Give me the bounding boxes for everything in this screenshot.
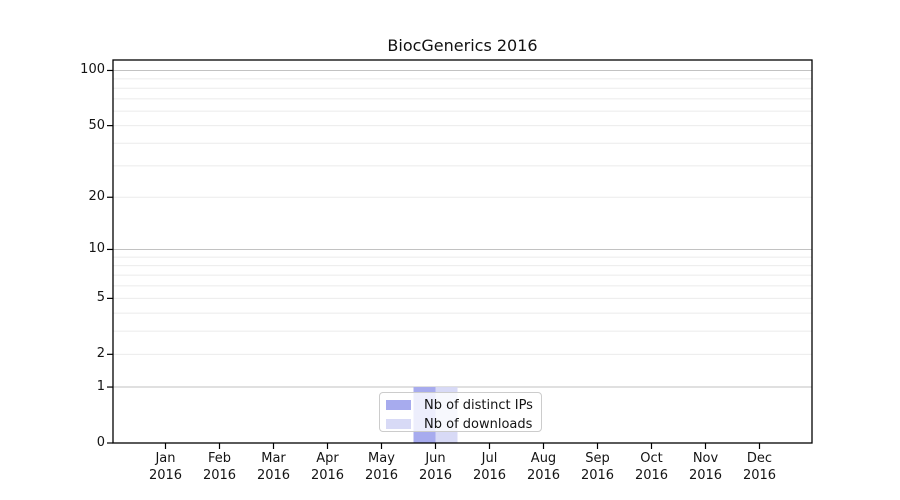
x-tick-label: Oct 2016 bbox=[620, 450, 684, 484]
legend-label-downloads: Nb of downloads bbox=[424, 416, 533, 432]
x-tick-label: Jun 2016 bbox=[404, 450, 468, 484]
x-tick-label: Jan 2016 bbox=[134, 450, 198, 484]
x-tick-year: 2016 bbox=[742, 468, 777, 483]
legend-swatch-distinct-ips bbox=[386, 400, 411, 410]
y-tick-label: 5 bbox=[96, 290, 105, 306]
y-tick-label: 100 bbox=[80, 62, 105, 78]
x-tick-month: Jul bbox=[481, 451, 498, 466]
x-tick-year: 2016 bbox=[256, 468, 291, 483]
x-tick-year: 2016 bbox=[148, 468, 183, 483]
chart-title: BiocGenerics 2016 bbox=[387, 36, 538, 55]
y-tick-label: 10 bbox=[88, 241, 105, 257]
x-tick-month: Dec bbox=[746, 451, 773, 466]
x-tick-year: 2016 bbox=[364, 468, 399, 483]
x-tick-month: Aug bbox=[530, 451, 557, 466]
x-tick-month: Apr bbox=[316, 451, 339, 466]
legend-label-distinct-ips: Nb of distinct IPs bbox=[424, 397, 533, 413]
x-tick-month: Nov bbox=[692, 451, 719, 466]
x-tick-label: May 2016 bbox=[350, 450, 414, 484]
x-tick-label: Feb 2016 bbox=[188, 450, 252, 484]
x-tick-month: Feb bbox=[207, 451, 232, 466]
legend: Nb of distinct IPs Nb of downloads bbox=[379, 392, 542, 432]
x-tick-label: Nov 2016 bbox=[674, 450, 738, 484]
x-tick-label: Sep 2016 bbox=[566, 450, 630, 484]
x-tick-label: Dec 2016 bbox=[728, 450, 792, 484]
x-tick-year: 2016 bbox=[310, 468, 345, 483]
x-tick-year: 2016 bbox=[580, 468, 615, 483]
x-tick-month: Oct bbox=[640, 451, 663, 466]
y-tick-label: 1 bbox=[96, 379, 105, 395]
legend-item-downloads: Nb of downloads bbox=[386, 416, 541, 432]
plot-frame bbox=[112, 59, 813, 444]
y-tick-label: 50 bbox=[88, 117, 105, 133]
x-tick-month: May bbox=[368, 451, 395, 466]
x-tick-year: 2016 bbox=[688, 468, 723, 483]
x-tick-month: Jun bbox=[425, 451, 446, 466]
y-tick-label: 0 bbox=[96, 435, 105, 450]
x-tick-label: Jul 2016 bbox=[458, 450, 522, 484]
y-tick-label: 2 bbox=[96, 346, 105, 362]
legend-item-distinct-ips: Nb of distinct IPs bbox=[386, 397, 541, 413]
x-tick-year: 2016 bbox=[634, 468, 669, 483]
x-tick-label: Mar 2016 bbox=[242, 450, 306, 484]
x-tick-year: 2016 bbox=[418, 468, 453, 483]
legend-swatch-downloads bbox=[386, 419, 411, 429]
x-tick-month: Mar bbox=[261, 451, 286, 466]
x-tick-year: 2016 bbox=[202, 468, 237, 483]
x-tick-label: Aug 2016 bbox=[512, 450, 576, 484]
x-tick-year: 2016 bbox=[526, 468, 561, 483]
x-tick-year: 2016 bbox=[472, 468, 507, 483]
x-tick-month: Jan bbox=[155, 451, 176, 466]
x-tick-month: Sep bbox=[585, 451, 610, 466]
x-tick-label: Apr 2016 bbox=[296, 450, 360, 484]
y-tick-label: 20 bbox=[88, 189, 105, 205]
